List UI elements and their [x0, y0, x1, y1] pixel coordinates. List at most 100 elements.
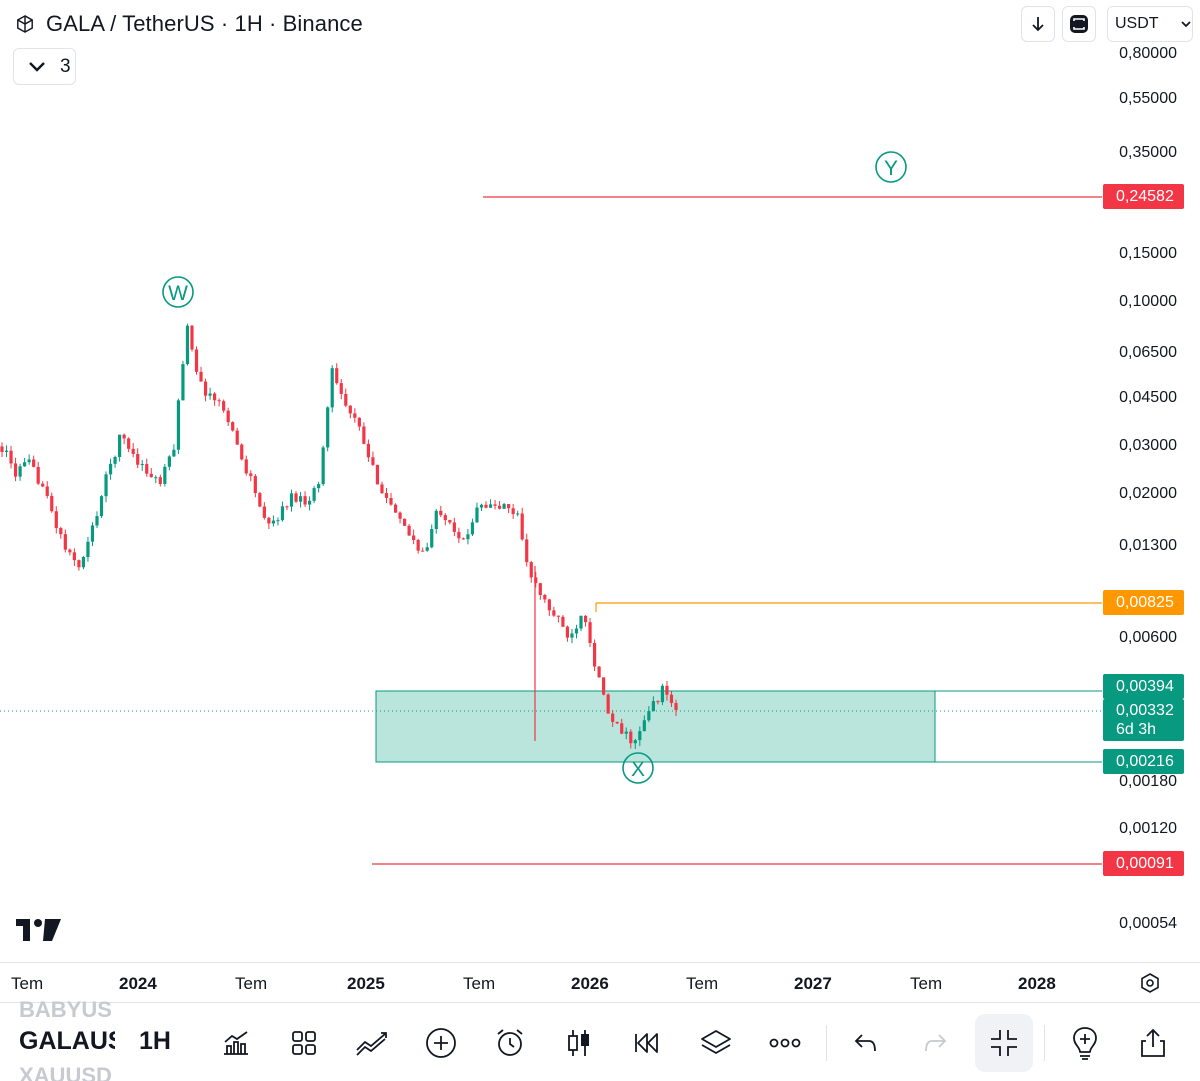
- indicators-collapse-button[interactable]: 3: [13, 48, 76, 85]
- price-axis-label: 0,06500: [1119, 344, 1177, 361]
- layers-icon: [701, 1030, 731, 1054]
- candle-body: [86, 541, 90, 558]
- redo-button[interactable]: [915, 1023, 955, 1063]
- candle-body: [294, 493, 298, 502]
- candle-body: [412, 535, 416, 540]
- wave-label-w: W: [162, 276, 194, 308]
- candle-body: [72, 552, 76, 561]
- indicators-count: 3: [60, 55, 71, 77]
- candle-body: [199, 371, 203, 382]
- chart-type-button[interactable]: [559, 1023, 599, 1063]
- ideas-button[interactable]: [1065, 1023, 1105, 1063]
- collapse-icon: [991, 1030, 1017, 1056]
- candle-body: [443, 515, 447, 521]
- currency-label: USDT: [1115, 15, 1159, 32]
- symbol-prev[interactable]: BABYUS: [19, 997, 112, 1022]
- candle-body: [131, 448, 135, 454]
- candle-body: [389, 498, 393, 505]
- interval-button[interactable]: 1H: [139, 1027, 171, 1055]
- alarm-clock-icon: [497, 1029, 523, 1056]
- candle-body: [362, 426, 366, 444]
- price-axis-label: 0,00600: [1119, 629, 1177, 646]
- undo-icon: [854, 1034, 876, 1052]
- candle-body: [185, 325, 190, 365]
- candle-body: [27, 459, 31, 463]
- time-label: 2028: [1018, 974, 1056, 993]
- candle-body: [660, 685, 665, 703]
- layouts-button[interactable]: [284, 1023, 324, 1063]
- settings-hexagon-icon[interactable]: [1139, 972, 1161, 999]
- candle-body: [511, 508, 515, 515]
- symbol-current[interactable]: GALAUS: [19, 1027, 115, 1055]
- price-axis-label: 0,55000: [1119, 90, 1177, 107]
- candle-body: [32, 459, 36, 467]
- drawing-tools-button[interactable]: [352, 1023, 392, 1063]
- candle-body: [154, 477, 158, 479]
- alert-button[interactable]: [490, 1023, 530, 1063]
- candle-body: [326, 407, 330, 448]
- bottom-toolbar: BABYUS GALAUS XAUUSD 1H: [0, 997, 1200, 1081]
- candle-body: [23, 462, 27, 467]
- symbol-next[interactable]: XAUUSD: [19, 1063, 112, 1081]
- candle-body: [371, 457, 375, 465]
- candle-body: [298, 496, 303, 502]
- more-button[interactable]: [765, 1023, 805, 1063]
- price-axis-label: 0,00120: [1119, 820, 1177, 837]
- candle-body: [425, 547, 429, 551]
- candle-body: [507, 504, 511, 509]
- candle-body: [606, 694, 610, 714]
- candle-body: [407, 525, 411, 536]
- symbol-header[interactable]: GALA / TetherUS · 1H · Binance: [14, 10, 363, 38]
- price-tag-support: 0,00091: [1103, 851, 1184, 876]
- candle-body: [402, 518, 407, 526]
- exit-fullscreen-button[interactable]: [984, 1023, 1024, 1063]
- price-tag-zone-bottom: 0,00216: [1103, 749, 1184, 774]
- replay-button[interactable]: [627, 1023, 667, 1063]
- candle-body: [665, 685, 669, 695]
- indicators-button[interactable]: [216, 1023, 256, 1063]
- price-axis-label: 0,02000: [1119, 485, 1177, 502]
- price-axis-label: 0,00054: [1119, 915, 1177, 932]
- candles-icon: [568, 1030, 589, 1056]
- wave-label-x: X: [622, 752, 654, 784]
- download-button[interactable]: [1021, 6, 1055, 42]
- candle-body: [335, 368, 339, 384]
- currency-select[interactable]: USDT: [1107, 6, 1193, 42]
- time-axis[interactable]: Tem 2024 Tem 2025 Tem 2026 Tem 2027 Tem …: [0, 962, 1200, 1002]
- object-tree-button[interactable]: [696, 1023, 736, 1063]
- fullscreen-button[interactable]: [1062, 6, 1096, 42]
- candle-body: [502, 504, 506, 509]
- indicators-chart-icon: [224, 1031, 248, 1055]
- price-axis-label: 0,80000: [1119, 45, 1177, 62]
- undo-button[interactable]: [846, 1023, 886, 1063]
- candle-body: [289, 493, 294, 507]
- candle-body: [344, 393, 348, 406]
- candle-body: [136, 453, 140, 465]
- candle-body: [330, 368, 334, 408]
- price-tag-resistance: 0,24582: [1103, 184, 1184, 209]
- candle-body: [77, 560, 81, 568]
- candle-body: [258, 493, 262, 507]
- candle-body: [99, 496, 104, 517]
- candle-body: [240, 444, 244, 460]
- share-button[interactable]: [1133, 1023, 1173, 1063]
- candle-body: [190, 325, 194, 350]
- candle-body: [90, 525, 95, 542]
- trend-lines-icon: [356, 1032, 387, 1056]
- candle-body: [95, 516, 99, 526]
- candle-body: [574, 628, 579, 634]
- candle-body: [561, 616, 565, 627]
- price-chart[interactable]: W X Y: [0, 0, 1200, 962]
- add-button[interactable]: [421, 1023, 461, 1063]
- candle-body: [222, 401, 226, 411]
- candle-body: [448, 520, 452, 523]
- candle-body: [642, 720, 646, 732]
- candle-body: [430, 529, 434, 548]
- symbol-title: GALA / TetherUS · 1H · Binance: [46, 11, 363, 36]
- candle-body: [9, 450, 13, 464]
- candle-body: [267, 517, 271, 524]
- candle-body: [384, 493, 389, 499]
- candle-body: [208, 393, 212, 396]
- candle-body: [624, 731, 628, 734]
- candle-body: [203, 381, 208, 396]
